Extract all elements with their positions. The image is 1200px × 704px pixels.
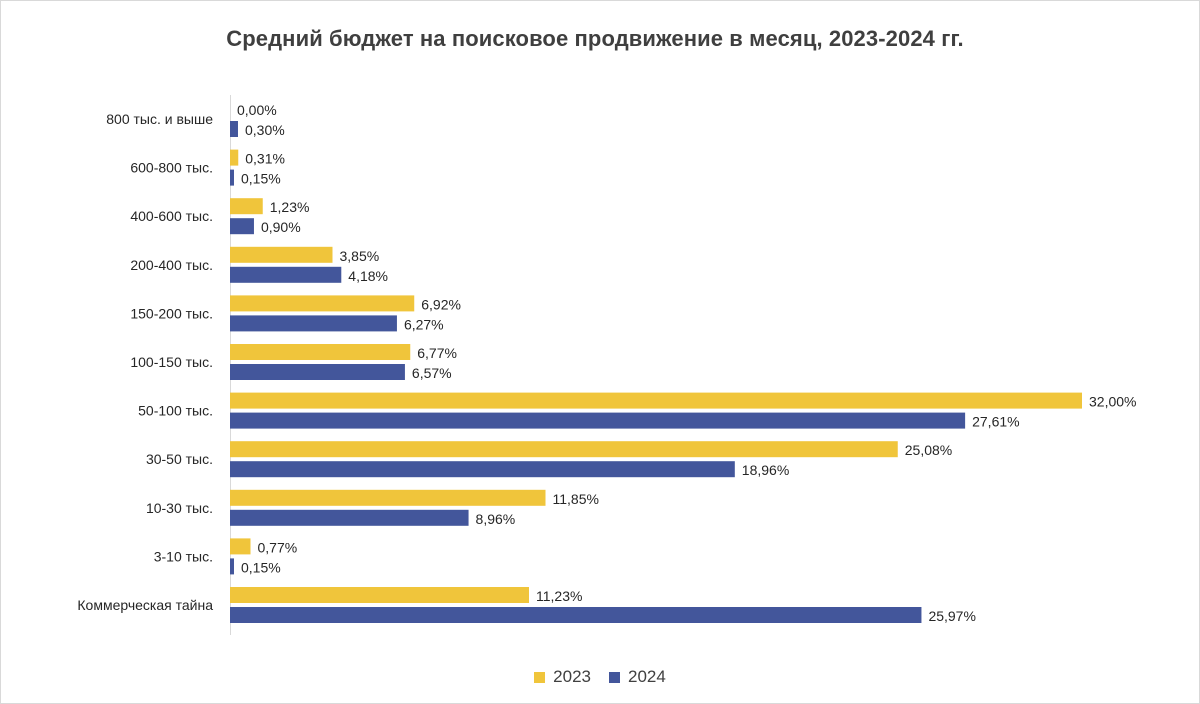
data-label-2023: 11,85% [553,491,599,507]
data-label-2023: 6,92% [421,296,461,312]
category-label: 100-150 тыс. [130,354,213,370]
data-label-2024: 4,18% [348,268,388,284]
data-label-2024: 25,97% [928,608,975,624]
category-label: 3-10 тыс. [154,548,213,564]
category-label: 800 тыс. и выше [106,111,213,127]
category-label: 10-30 тыс. [146,500,213,516]
bar-2024 [230,218,254,235]
bar-2023 [230,149,239,166]
category-label: 30-50 тыс. [146,451,213,467]
chart-legend: 2023 2024 [0,667,1200,687]
data-label-2024: 8,96% [476,511,516,527]
legend-label-2023: 2023 [553,667,591,686]
data-label-2023: 6,77% [417,345,457,361]
data-label-2024: 18,96% [742,462,789,478]
data-label-2024: 0,15% [241,171,281,187]
bar-2024 [230,461,735,478]
bar-2024 [230,364,405,380]
bar-2023 [230,587,529,603]
data-label-2023: 25,08% [905,442,952,458]
data-label-2023: 11,23% [536,588,582,604]
legend-swatch-2023 [534,671,546,683]
category-label: Коммерческая тайна [77,597,213,613]
chart-title: Средний бюджет на поисковое продвижение … [226,26,964,51]
bar-2023 [230,344,411,360]
bar-2023 [230,489,546,506]
category-label: 600-800 тыс. [130,160,213,176]
data-label-2023: 32,00% [1089,394,1136,410]
data-label-2023: 0,31% [245,151,285,167]
bar-2023 [230,441,898,458]
category-label: 50-100 тыс. [138,403,213,419]
legend-swatch-2024 [609,671,620,683]
bar-2024 [230,121,238,137]
bar-2024 [230,558,234,575]
category-label: 150-200 тыс. [130,305,213,321]
bar-2023 [230,392,1082,409]
data-label-2023: 3,85% [340,248,380,264]
category-label: 200-400 тыс. [130,257,213,273]
data-label-2023: 0,77% [258,539,298,555]
legend-label-2024: 2024 [628,667,666,686]
data-label-2024: 6,27% [404,316,444,332]
bar-2024 [230,509,469,526]
legend-item-2023: 2023 [534,667,591,687]
bar-2024 [230,607,922,623]
data-label-2023: 1,23% [270,199,310,215]
category-label: 400-600 тыс. [130,208,213,224]
data-label-2024: 0,15% [241,559,281,575]
data-label-2023: 0,00% [237,102,277,118]
bar-2023 [230,295,415,312]
bar-2023 [230,538,251,555]
bar-2023 [230,198,263,215]
data-label-2024: 27,61% [972,414,1019,430]
bar-2024 [230,412,966,429]
data-label-2024: 0,30% [245,122,285,138]
bar-2024 [230,315,397,332]
bar-2024 [230,169,234,186]
bar-2023 [230,246,333,263]
data-label-2024: 6,57% [412,365,452,381]
data-label-2024: 0,90% [261,219,301,235]
bar-2024 [230,266,342,283]
legend-item-2024: 2024 [609,667,666,687]
